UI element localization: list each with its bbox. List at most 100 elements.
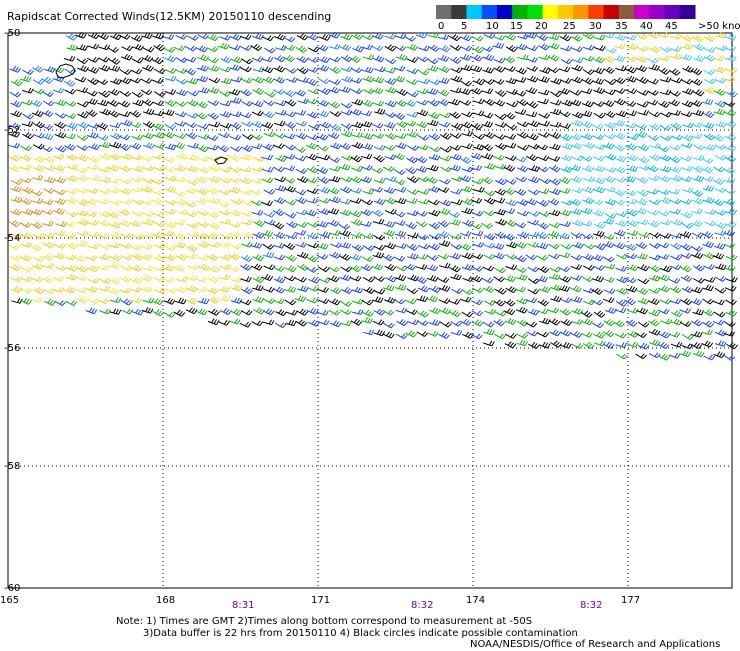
wind-barb — [229, 222, 241, 228]
wind-barb — [428, 111, 440, 119]
wind-barb — [164, 67, 177, 74]
wind-barb — [273, 254, 286, 261]
wind-barb — [284, 185, 296, 193]
wind-barb — [481, 46, 494, 52]
wind-barb — [20, 241, 32, 248]
wind-barb — [682, 122, 694, 129]
wind-barb — [471, 287, 484, 294]
wind-barb — [658, 175, 671, 183]
wind-barb — [263, 298, 276, 305]
wind-barb — [273, 286, 286, 294]
wind-barb — [131, 210, 144, 217]
wind-barb — [98, 90, 111, 98]
wind-barb — [53, 230, 66, 237]
wind-barb — [371, 45, 384, 52]
wind-barb — [537, 98, 549, 105]
wind-barb — [460, 34, 472, 42]
wind-barb — [429, 146, 441, 153]
wind-barb — [360, 164, 373, 171]
wind-barb — [570, 133, 583, 141]
wind-barb — [613, 320, 625, 328]
wind-barb — [229, 122, 242, 130]
wind-barb — [592, 322, 604, 329]
wind-barb — [186, 154, 199, 161]
wind-barb — [494, 122, 507, 128]
wind-barb — [151, 77, 164, 84]
wind-barb — [393, 75, 406, 83]
wind-barb — [76, 44, 89, 51]
wind-barb — [462, 276, 474, 282]
wind-barb — [327, 132, 340, 140]
wind-barb — [109, 141, 122, 149]
wind-barb — [384, 296, 396, 304]
wind-barb — [273, 298, 285, 305]
wind-barb — [141, 199, 153, 206]
wind-barb — [328, 86, 341, 94]
wind-barb — [724, 321, 736, 328]
wind-barb — [691, 35, 704, 43]
wind-barb — [680, 176, 692, 182]
wind-barb — [361, 132, 374, 140]
wind-barb — [175, 68, 188, 74]
wind-barb — [261, 177, 274, 184]
wind-barb — [219, 166, 232, 173]
wind-barb — [329, 251, 341, 259]
wind-barb — [394, 197, 407, 205]
wind-barb — [20, 145, 32, 152]
wind-barb — [538, 211, 551, 217]
wind-barb — [702, 309, 715, 317]
wind-barb — [395, 243, 407, 249]
wind-barb — [428, 243, 441, 251]
wind-barb — [240, 309, 253, 316]
wind-barb — [449, 45, 462, 51]
wind-barb — [143, 142, 155, 149]
wind-barb — [415, 264, 428, 270]
wind-barb — [514, 188, 527, 196]
wind-barb — [10, 179, 23, 186]
wind-barb — [372, 251, 385, 259]
wind-barb — [614, 155, 627, 163]
wind-barb — [525, 254, 537, 261]
wind-barb — [384, 100, 397, 108]
wind-barb — [724, 144, 737, 152]
wind-barb — [228, 266, 241, 273]
wind-barb — [415, 276, 428, 284]
wind-barb — [613, 119, 626, 127]
wind-barb — [361, 317, 373, 324]
wind-barb — [649, 123, 661, 131]
wind-barb — [602, 99, 615, 108]
wind-barb — [670, 77, 683, 84]
wind-barb — [208, 265, 221, 273]
wind-barb — [207, 164, 220, 172]
wind-barb — [438, 65, 451, 73]
wind-barb — [197, 254, 209, 261]
wind-barb — [384, 176, 397, 182]
wind-barb — [724, 120, 737, 128]
wind-barb — [615, 65, 627, 72]
wind-barb — [428, 199, 440, 206]
wind-barb — [362, 329, 375, 336]
wind-barb — [132, 233, 144, 240]
wind-barb — [54, 121, 66, 129]
wind-barb — [484, 299, 496, 306]
wind-barb — [164, 185, 177, 193]
wind-barb — [668, 331, 681, 338]
wind-barb — [384, 197, 397, 205]
wind-barb — [306, 67, 319, 73]
wind-barb — [438, 284, 451, 292]
wind-barb — [449, 265, 461, 273]
wind-barb — [635, 353, 647, 360]
wind-barb — [549, 108, 562, 116]
wind-barb — [626, 230, 639, 237]
wind-barb — [503, 164, 516, 172]
wind-barb — [395, 307, 408, 314]
wind-barb — [482, 66, 494, 74]
wind-barb — [558, 285, 571, 292]
wind-barb — [230, 277, 243, 283]
wind-barb — [670, 341, 683, 348]
wind-barb — [680, 155, 692, 162]
wind-barb — [593, 230, 605, 238]
wind-barb — [262, 76, 275, 84]
wind-barb — [438, 208, 451, 215]
wind-barb — [44, 298, 56, 306]
